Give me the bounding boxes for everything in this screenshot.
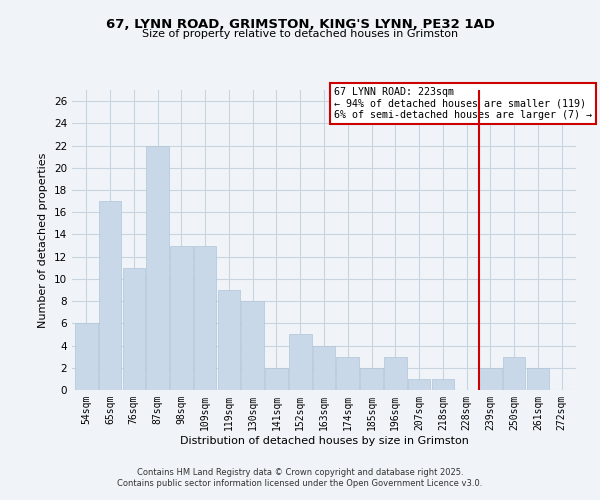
Text: Size of property relative to detached houses in Grimston: Size of property relative to detached ho… xyxy=(142,29,458,39)
Text: 67 LYNN ROAD: 223sqm
← 94% of detached houses are smaller (119)
6% of semi-detac: 67 LYNN ROAD: 223sqm ← 94% of detached h… xyxy=(334,87,592,120)
Bar xyxy=(99,201,121,390)
Bar xyxy=(337,356,359,390)
X-axis label: Distribution of detached houses by size in Grimston: Distribution of detached houses by size … xyxy=(179,436,469,446)
Bar xyxy=(122,268,145,390)
Bar xyxy=(431,379,454,390)
Bar xyxy=(313,346,335,390)
Bar xyxy=(479,368,502,390)
Text: 67, LYNN ROAD, GRIMSTON, KING'S LYNN, PE32 1AD: 67, LYNN ROAD, GRIMSTON, KING'S LYNN, PE… xyxy=(106,18,494,30)
Bar xyxy=(503,356,526,390)
Bar xyxy=(241,301,264,390)
Bar xyxy=(289,334,311,390)
Bar xyxy=(265,368,288,390)
Bar xyxy=(146,146,169,390)
Bar xyxy=(218,290,240,390)
Bar xyxy=(170,246,193,390)
Bar xyxy=(75,324,98,390)
Bar xyxy=(360,368,383,390)
Bar xyxy=(527,368,549,390)
Bar xyxy=(384,356,407,390)
Bar xyxy=(194,246,217,390)
Y-axis label: Number of detached properties: Number of detached properties xyxy=(38,152,49,328)
Text: Contains HM Land Registry data © Crown copyright and database right 2025.: Contains HM Land Registry data © Crown c… xyxy=(137,468,463,477)
Text: Contains public sector information licensed under the Open Government Licence v3: Contains public sector information licen… xyxy=(118,480,482,488)
Bar xyxy=(408,379,430,390)
